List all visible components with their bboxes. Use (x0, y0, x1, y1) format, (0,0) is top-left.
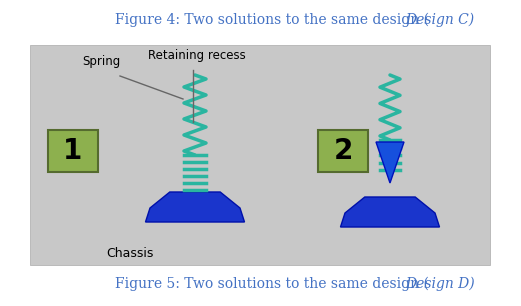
Text: Figure 5: Two solutions to the same design (: Figure 5: Two solutions to the same desi… (115, 277, 429, 291)
Polygon shape (145, 192, 244, 222)
Text: Design C): Design C) (405, 13, 474, 28)
FancyBboxPatch shape (318, 130, 368, 172)
FancyBboxPatch shape (30, 45, 490, 265)
FancyBboxPatch shape (48, 130, 98, 172)
Polygon shape (376, 142, 404, 183)
Text: Design D): Design D) (405, 277, 475, 291)
Text: Spring: Spring (82, 55, 120, 68)
Text: Figure 4: Two solutions to the same design (: Figure 4: Two solutions to the same desi… (115, 13, 429, 28)
Text: Retaining recess: Retaining recess (148, 49, 246, 62)
Polygon shape (341, 197, 440, 227)
Text: 2: 2 (333, 137, 353, 165)
Text: 1: 1 (64, 137, 83, 165)
Text: Chassis: Chassis (106, 247, 154, 260)
